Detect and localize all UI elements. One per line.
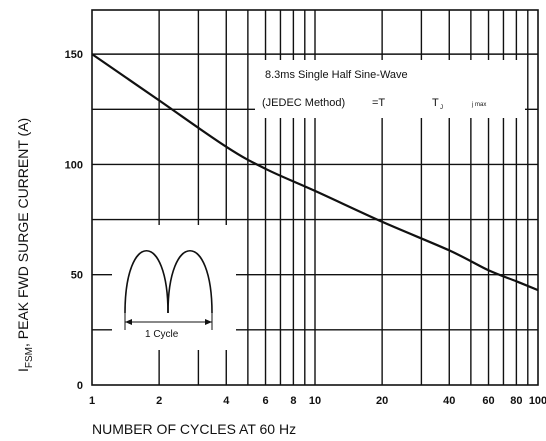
- annotation-tj: T: [432, 97, 439, 109]
- annotation: 8.3ms Single Half Sine-Wave (JEDEC Metho…: [262, 69, 486, 111]
- annotation-method: (JEDEC Method): [262, 97, 345, 109]
- half-sine-wave-1: [124, 250, 169, 314]
- half-sine-wave-2: [167, 250, 213, 314]
- annotation-equals-t: =T: [372, 97, 385, 109]
- y-axis-title: IFSM, PEAK FWD SURGE CURRENT (A): [15, 118, 35, 372]
- svg-text:IFSM, PEAK FWD SURGE CURRENT: IFSM, PEAK FWD SURGE CURRENT (A): [15, 118, 35, 372]
- y-tick-label: 100: [65, 159, 83, 171]
- x-axis-title: NUMBER OF CYCLES AT 60 Hz: [92, 421, 296, 437]
- y-tick-label: 0: [77, 380, 83, 392]
- x-tick-label: 20: [376, 395, 388, 407]
- x-tick-label: 80: [510, 395, 522, 407]
- y-axis-ticks: 0 50 100 150: [65, 49, 83, 392]
- x-tick-label: 1: [89, 395, 95, 407]
- x-tick-label: 40: [443, 395, 455, 407]
- x-tick-label: 2: [156, 395, 162, 407]
- x-axis-ticks: 1 2 4 6 8 10 20 40 60 80 100: [89, 395, 546, 407]
- annotation-line1: 8.3ms Single Half Sine-Wave: [265, 69, 408, 81]
- inset-diagram: 1 Cycle: [124, 250, 213, 340]
- y-axis-title-prefix: I: [15, 368, 31, 372]
- arrow-left-icon: [125, 319, 132, 325]
- x-tick-label: 60: [482, 395, 494, 407]
- y-axis-title-subscript: FSM: [24, 347, 35, 368]
- x-tick-label: 6: [262, 395, 268, 407]
- arrow-right-icon: [205, 319, 212, 325]
- annotation-tj-sub: J: [440, 105, 443, 111]
- y-tick-label: 150: [65, 49, 83, 61]
- x-tick-label: 8: [290, 395, 296, 407]
- inset-label: 1 Cycle: [145, 329, 179, 340]
- x-tick-label: 10: [309, 395, 321, 407]
- annotation-tail: j max: [471, 102, 486, 108]
- x-tick-label: 4: [223, 395, 230, 407]
- x-tick-label: 100: [529, 395, 546, 407]
- surge-current-curve: [91, 53, 539, 292]
- y-axis-title-rest: , PEAK FWD SURGE CURRENT (A): [15, 118, 31, 347]
- y-tick-label: 50: [71, 270, 83, 282]
